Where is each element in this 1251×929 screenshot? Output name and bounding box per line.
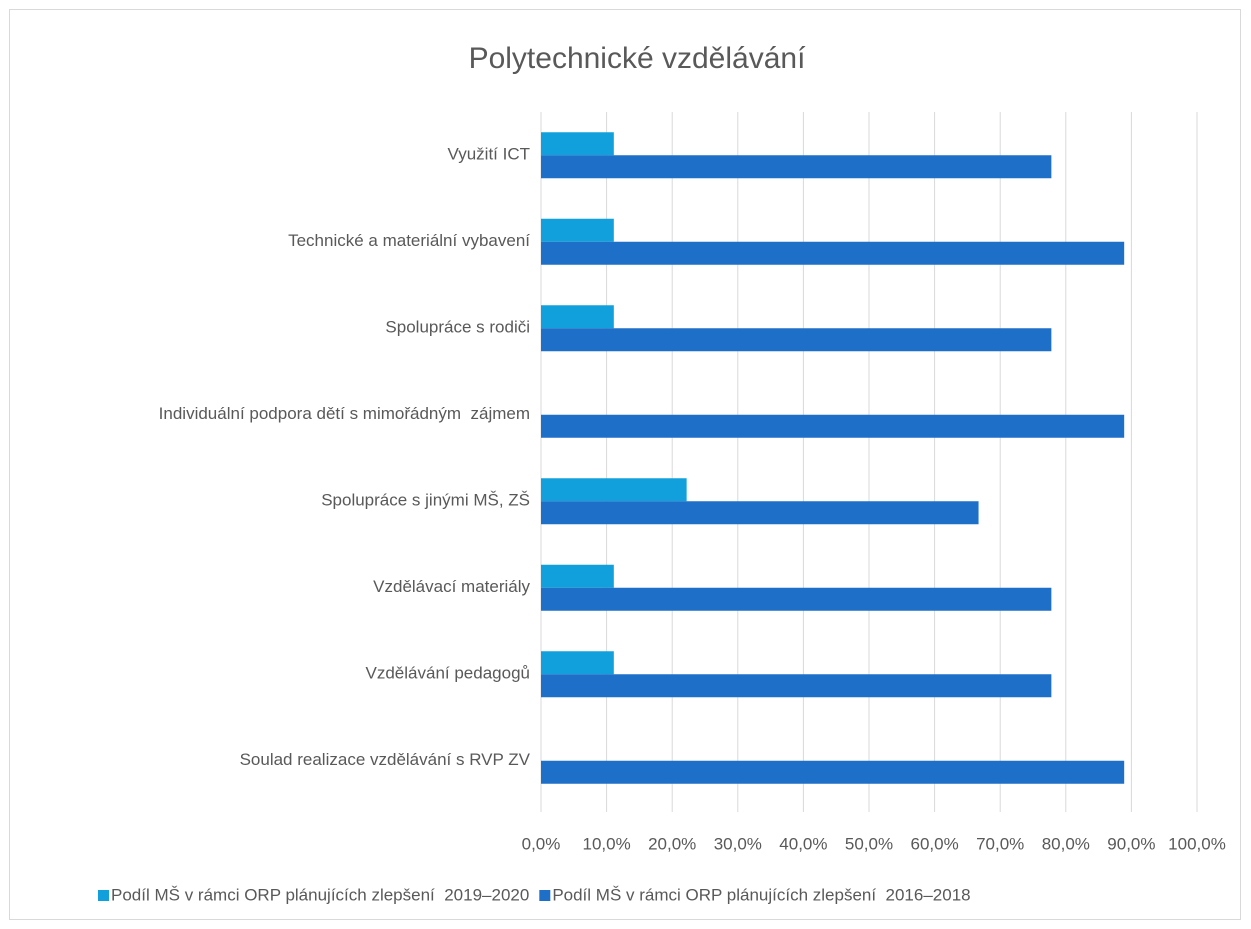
bar	[541, 132, 614, 156]
bar	[541, 414, 1125, 438]
chart-title: Polytechnické vzdělávání	[469, 42, 807, 75]
x-tick-label: 80,0%	[1042, 834, 1090, 853]
legend-label: Podíl MŠ v rámci ORP plánujících zlepšen…	[552, 885, 970, 904]
bar	[541, 241, 1125, 265]
y-tick-label: Využití ICT	[448, 145, 531, 164]
y-tick-label: Soulad realizace vzdělávání s RVP ZV	[240, 750, 531, 769]
bar	[541, 328, 1052, 352]
y-tick-label: Vzdělávání pedagogů	[366, 664, 530, 683]
bar	[541, 501, 979, 525]
bar	[541, 218, 614, 242]
y-tick-label: Spolupráce s rodiči	[385, 318, 530, 337]
y-tick-label: Vzdělávací materiály	[373, 577, 530, 596]
bar	[541, 651, 614, 675]
legend-swatch	[98, 890, 109, 901]
x-tick-label: 0,0%	[522, 834, 561, 853]
x-tick-label: 30,0%	[714, 834, 762, 853]
y-tick-label: Spolupráce s jinými MŠ, ZŠ	[321, 491, 530, 510]
x-tick-label: 60,0%	[910, 834, 958, 853]
bar	[541, 305, 614, 329]
bar	[541, 760, 1125, 784]
x-tick-label: 50,0%	[845, 834, 893, 853]
legend-swatch	[539, 890, 551, 901]
x-tick-label: 40,0%	[779, 834, 827, 853]
x-tick-label: 70,0%	[976, 834, 1024, 853]
bar	[541, 564, 614, 588]
x-tick-label: 20,0%	[648, 834, 696, 853]
bar	[541, 478, 687, 502]
y-tick-label: Technické a materiální vybavení	[288, 231, 530, 250]
bar	[541, 674, 1052, 698]
bar	[541, 587, 1052, 611]
y-tick-label: Individuální podpora dětí s mimořádným z…	[159, 404, 530, 423]
x-tick-label: 90,0%	[1107, 834, 1155, 853]
x-tick-label: 100,0%	[1168, 834, 1226, 853]
x-tick-label: 10,0%	[582, 834, 630, 853]
legend-label: Podíl MŠ v rámci ORP plánujících zlepšen…	[111, 885, 529, 904]
bar	[541, 155, 1052, 179]
